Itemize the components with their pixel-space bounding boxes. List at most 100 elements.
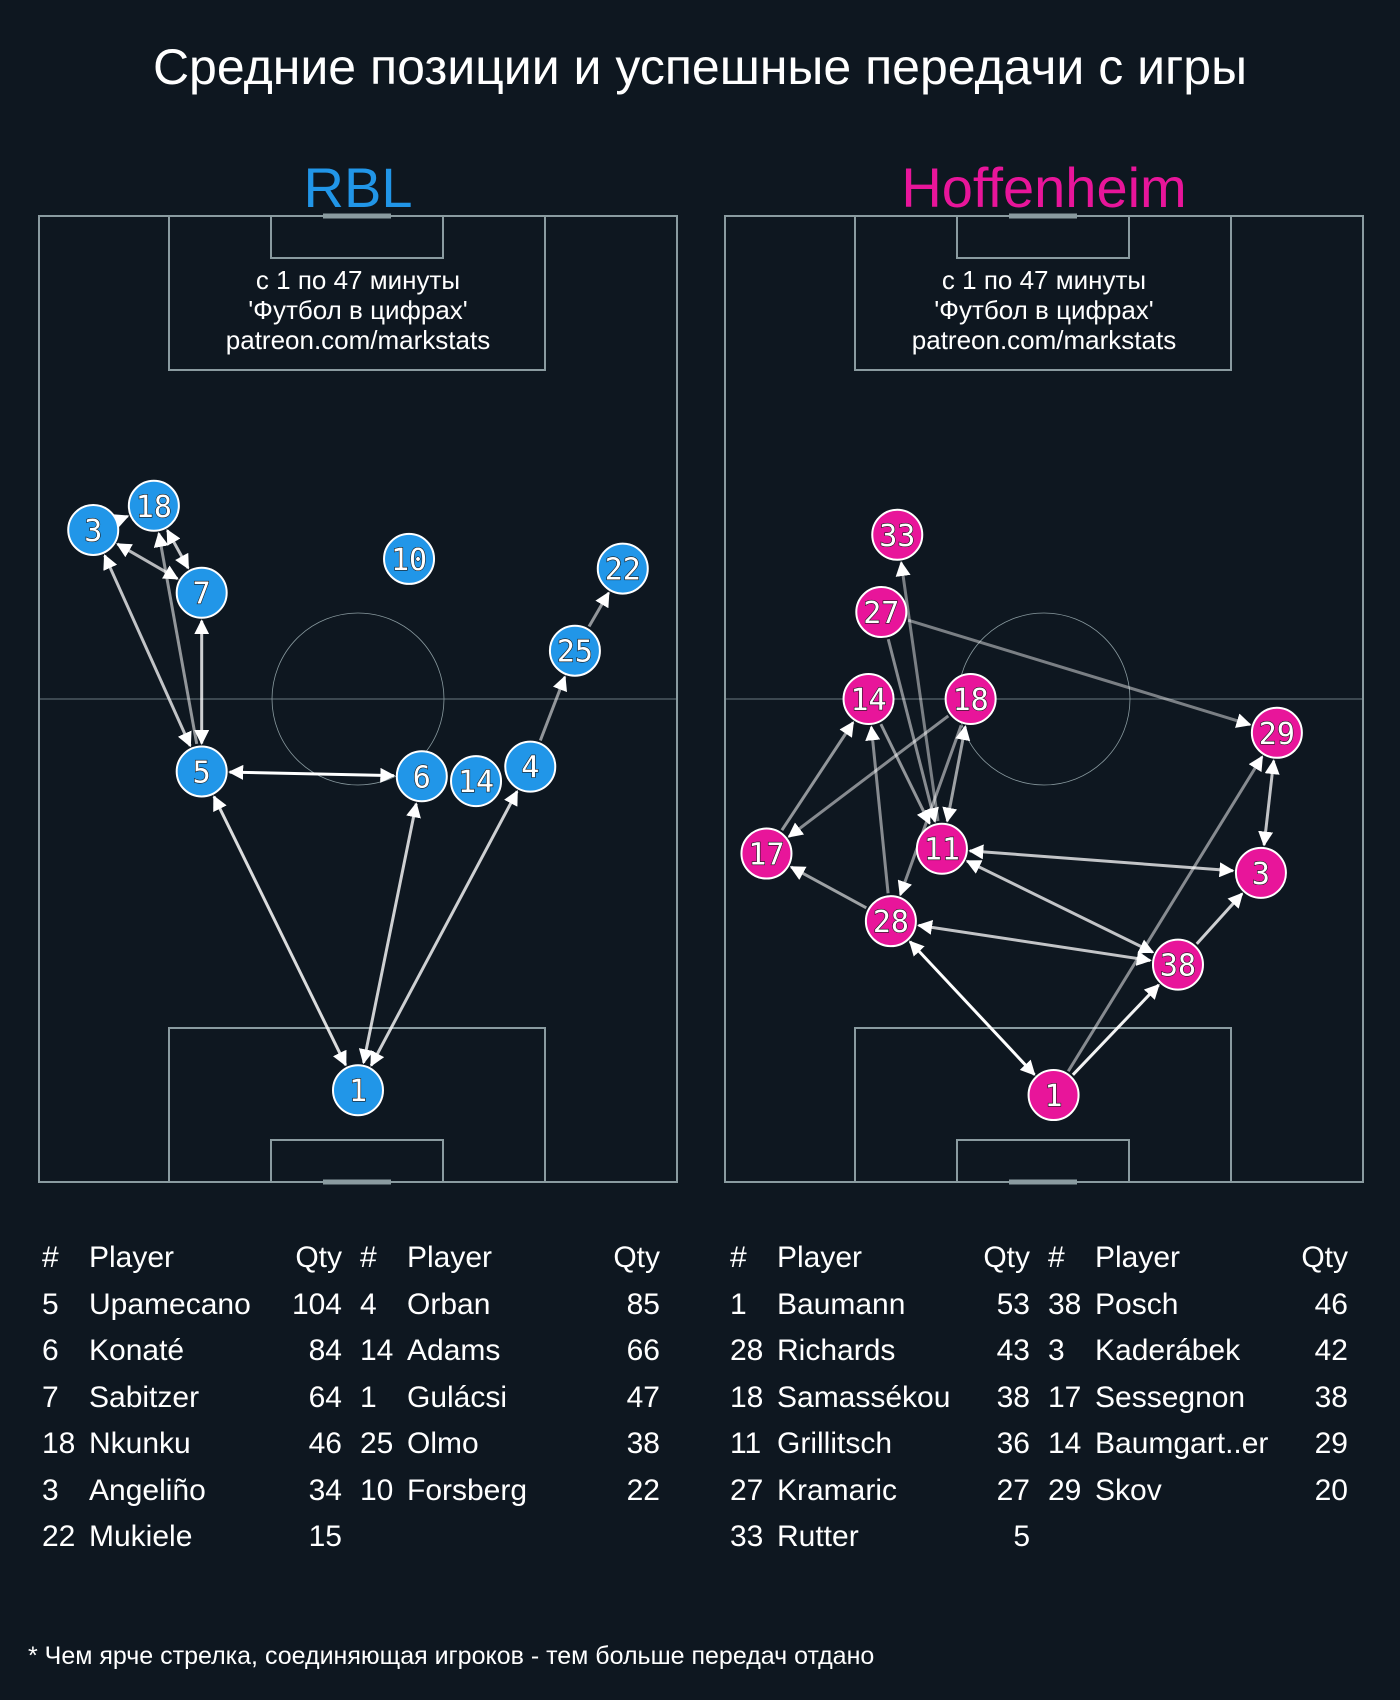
table-cell-num: 18 [42,1427,76,1460]
player-number: 18 [136,490,172,525]
player-dot [504,740,557,793]
pass-arrow-1-28 [908,940,1036,1076]
table-row: 38 Posch 46 [1048,1282,1348,1329]
table-cell-qty: 15 [308,1520,342,1553]
player-number: 29 [1259,717,1295,752]
home-table-left: # Player Qty 5 Upamecano 104 6 Konaté 84 7 Sabitze… [42,1235,342,1561]
pass-arrow-27-29 [907,618,1252,728]
table-cell-qty: 85 [626,1287,660,1321]
table-cell-num: 3 [1048,1334,1065,1367]
passes [780,561,1280,1076]
table-cell-num: 1 [730,1287,747,1321]
table-row: 14 Baumgart..er 29 [1048,1421,1348,1468]
table-cell-name: Baumann [777,1287,906,1321]
table-row: 5 Upamecano 104 [42,1282,342,1329]
table-cell-name: Player [777,1241,863,1274]
pass-arrow-28-17 [789,865,867,910]
player-marker-38: 38 [1151,938,1204,991]
table-cell-qty: 42 [1314,1334,1348,1367]
table-cell-num: 29 [1048,1473,1082,1507]
player-number: 18 [953,683,989,718]
table-cell-name: Sabitzer [89,1380,200,1414]
table-cell-name: Olmo [407,1427,479,1460]
pass-arrow-14-11 [879,723,931,825]
player-number: 7 [193,577,211,612]
player-dot [915,822,968,875]
table-cell-qty: 38 [626,1427,660,1460]
table-cell-num: 5 [42,1287,59,1321]
watermark-line: patreon.com/markstats [226,325,490,355]
table-cell-name: Orban [407,1287,491,1321]
player-marker-17: 17 [740,827,793,880]
table-cell-qty: 36 [996,1427,1030,1460]
table-cell-num: 17 [1048,1380,1082,1414]
table-row: 1 Baumann 53 [730,1282,1030,1329]
table-cell-name: Skov [1095,1473,1162,1507]
footnote: * Чем ярче стрелка, соединяющая игроков … [28,1642,875,1670]
table-cell-num: 3 [42,1473,59,1507]
table-cell-qty: 53 [996,1287,1030,1321]
player-number: 1 [1045,1079,1063,1114]
table-cell-name: Adams [407,1334,501,1367]
table-cell-num: # [360,1241,377,1274]
table-cell-num: 7 [42,1380,59,1414]
table-cell-qty: 38 [996,1380,1030,1414]
pass-arrow-5-3 [103,554,192,748]
table-cell-name: Player [407,1241,493,1274]
table-cell-name: Rutter [777,1520,859,1553]
home-pitch-chart: с 1 по 47 минуты'Футбол в цифрах'patreon… [38,213,678,1185]
table-cell-num: 38 [1048,1287,1082,1321]
table-cell-qty: Qty [295,1241,342,1274]
pass-arrow-1-4 [369,790,519,1067]
player-marker-18: 18 [944,673,997,725]
page-title: Средние позиции и успешные передачи с иг… [152,39,1248,95]
player-number: 3 [84,514,102,549]
players: 1 28 38 11 3 17 14 18 29 27 33 [740,508,1303,1122]
player-dot [871,508,924,561]
table-header: # Player Qty [1048,1235,1348,1282]
player-marker-29: 29 [1250,706,1303,759]
player-dot [175,745,228,798]
table-row: 22 Mukiele 15 [42,1514,342,1561]
pass-arrow-28-38 [917,919,1152,966]
player-number: 11 [924,833,960,868]
player-number: 6 [413,760,431,795]
table-cell-qty: Qty [1301,1241,1348,1274]
table-cell-num: 28 [730,1334,764,1367]
player-number: 4 [521,751,539,786]
table-cell-name: Angeliño [89,1473,206,1507]
table-cell-qty: 22 [626,1473,660,1507]
pass-arrow-18-17 [787,714,950,838]
player-dot [855,586,908,639]
pitch-markings [38,213,678,1185]
table-cell-name: Player [89,1241,175,1274]
player-number: 33 [879,519,915,554]
table-cell-qty: 5 [1013,1520,1030,1553]
table-cell-qty: 46 [1314,1287,1348,1321]
table-cell-num: # [1048,1241,1065,1274]
player-dot [740,827,793,880]
table-cell-qty: 43 [996,1334,1030,1367]
table-header: # Player Qty [730,1235,1030,1282]
player-number: 10 [391,543,427,578]
pass-arrow-5-18 [153,531,199,745]
pass-arrow-11-33 [895,561,940,822]
table-row: 28 Richards 43 [730,1328,1030,1375]
player-number: 17 [748,838,784,873]
player-marker-22: 22 [596,542,649,595]
table-cell-qty: 66 [626,1334,660,1367]
table-cell-num: 6 [42,1334,59,1367]
table-row: 33 Rutter 5 [730,1514,1030,1561]
player-dot [864,895,917,948]
table-row: 10 Forsberg 22 [360,1468,660,1515]
top-goal-box [956,215,1130,259]
player-marker-10: 10 [383,532,436,585]
player-marker-11: 11 [915,822,968,875]
table-cell-name: Samassékou [777,1380,951,1414]
table-cell-name: Richards [777,1334,896,1367]
player-number: 5 [193,755,211,790]
pass-arrow-1-38 [1071,983,1160,1076]
pass-arrow-25-22 [587,591,610,628]
table-cell-name: Baumgart..er [1095,1427,1269,1460]
player-number: 22 [605,553,641,588]
